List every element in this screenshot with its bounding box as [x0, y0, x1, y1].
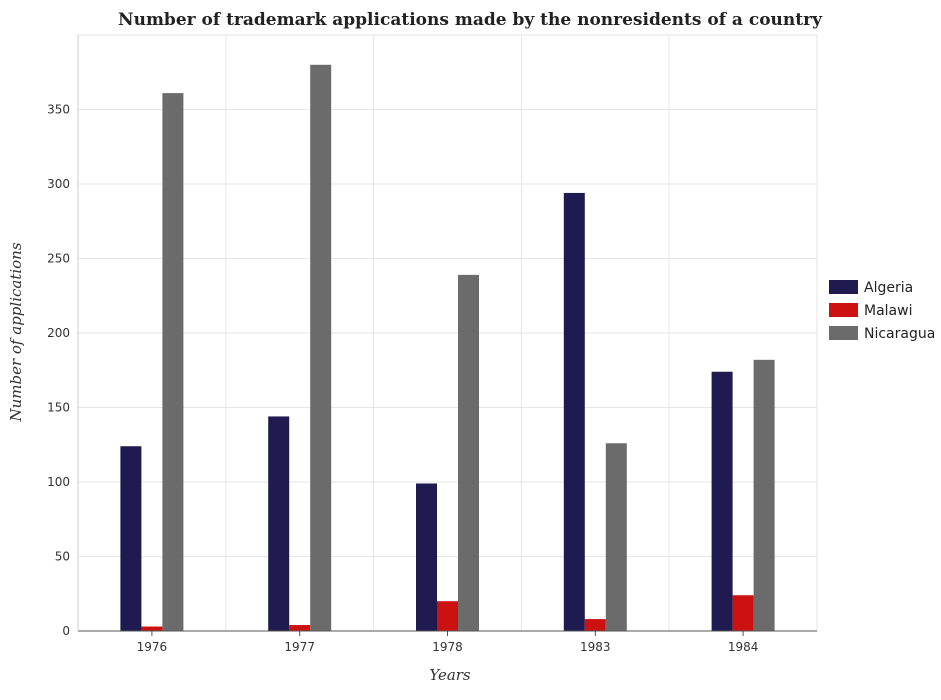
x-tick-label: 1984 [728, 640, 759, 654]
legend-label-algeria: Algeria [864, 280, 913, 296]
bars [120, 64, 775, 632]
bar-algeria-1984 [711, 371, 733, 631]
legend-swatch-algeria [829, 280, 858, 294]
bar-nicaragua-1977 [310, 64, 332, 632]
y-tick-label: 350 [47, 103, 70, 117]
bar-malawi-1984 [732, 595, 754, 631]
bar-malawi-1977 [289, 625, 311, 631]
bar-algeria-1976 [120, 446, 142, 631]
y-tick-label: 200 [47, 326, 70, 340]
x-tick-label: 1977 [284, 640, 315, 654]
bar-algeria-1977 [268, 416, 290, 631]
bar-algeria-1983 [563, 192, 585, 631]
legend-swatch-malawi [829, 303, 858, 317]
bar-algeria-1978 [416, 483, 437, 631]
x-tick-label: 1976 [137, 640, 168, 654]
chart-title: Number of trademark applications made by… [118, 10, 823, 30]
grid-lines [77, 34, 818, 632]
y-tick-label: 100 [47, 475, 70, 489]
bar-nicaragua-1976 [162, 93, 184, 632]
bar-malawi-1976 [141, 626, 163, 631]
x-axis-title: Years [429, 666, 471, 684]
bar-nicaragua-1983 [605, 443, 627, 631]
legend-swatch-nicaragua [829, 326, 858, 340]
x-tick-label: 1983 [580, 640, 611, 654]
bar-malawi-1978 [437, 601, 458, 631]
bar-malawi-1983 [584, 619, 606, 631]
x-tick-label: 1978 [432, 640, 463, 654]
legend-label-nicaragua: Nicaragua [864, 326, 935, 342]
y-axis-title: Number of applications [7, 242, 25, 422]
legend-label-malawi: Malawi [864, 303, 912, 319]
bar-nicaragua-1984 [753, 359, 775, 631]
y-tick-label: 250 [47, 252, 70, 266]
axes: 0 50 100 150 200 250 300 350 1976 1977 1978 1983 198… [47, 35, 817, 654]
y-tick-label: 50 [55, 550, 70, 564]
y-tick-label: 150 [47, 401, 70, 415]
y-tick-label: 300 [47, 177, 70, 191]
legend: Algeria Malawi Nicaragua [829, 280, 935, 342]
bar-nicaragua-1978 [458, 274, 479, 631]
y-tick-label: 0 [62, 624, 70, 638]
